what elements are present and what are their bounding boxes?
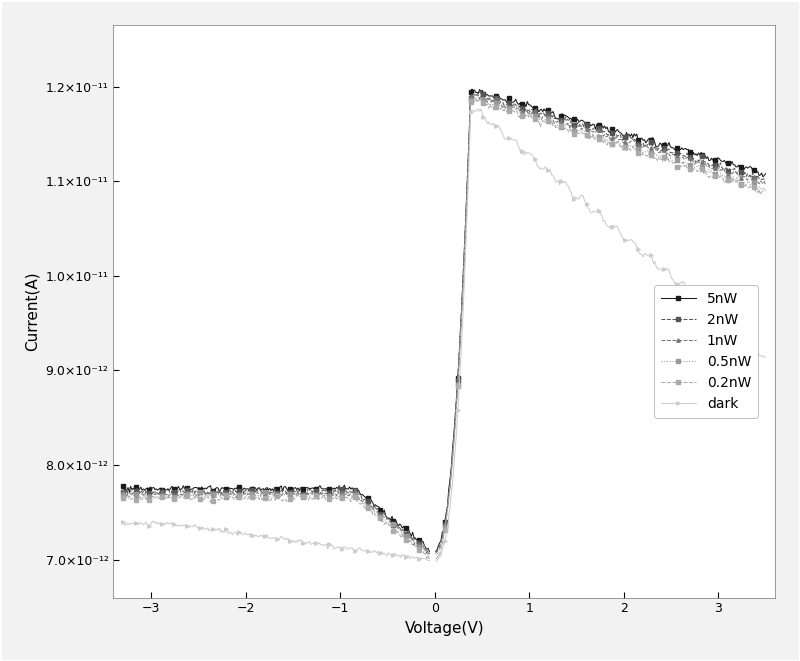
2nW — [423, 544, 433, 552]
1nW — [118, 487, 128, 495]
0.2nW — [502, 107, 511, 115]
Line: 2nW: 2nW — [121, 91, 767, 556]
0.5nW — [467, 97, 477, 105]
2nW — [646, 138, 656, 146]
Line: dark: dark — [121, 107, 767, 563]
Y-axis label: Current(A): Current(A) — [25, 272, 40, 351]
0.5nW — [746, 179, 756, 187]
dark — [502, 135, 511, 143]
0.2nW — [423, 551, 433, 559]
5nW — [118, 483, 128, 490]
Line: 1nW: 1nW — [121, 92, 767, 555]
2nW — [761, 173, 770, 181]
1nW — [746, 176, 756, 184]
0.5nW — [646, 149, 656, 157]
0.5nW — [761, 187, 770, 195]
5nW — [423, 545, 433, 553]
5nW — [746, 163, 756, 171]
dark — [467, 106, 477, 114]
dark — [423, 557, 433, 564]
0.2nW — [467, 96, 477, 104]
0.2nW — [118, 494, 128, 502]
2nW — [467, 91, 477, 99]
X-axis label: Voltage(V): Voltage(V) — [404, 621, 484, 636]
0.2nW — [646, 151, 656, 159]
5nW — [761, 170, 770, 178]
dark — [646, 251, 656, 259]
2nW — [118, 488, 128, 496]
1nW — [423, 549, 433, 557]
1nW — [646, 143, 656, 151]
Line: 0.2nW: 0.2nW — [121, 97, 767, 562]
2nW — [746, 173, 756, 180]
5nW — [646, 136, 656, 144]
1nW — [502, 100, 511, 108]
dark — [761, 353, 770, 361]
0.2nW — [761, 187, 770, 195]
dark — [746, 335, 756, 343]
0.5nW — [118, 491, 128, 499]
Legend: 5nW, 2nW, 1nW, 0.5nW, 0.2nW, dark: 5nW, 2nW, 1nW, 0.5nW, 0.2nW, dark — [654, 285, 758, 418]
5nW — [467, 85, 477, 93]
2nW — [502, 100, 511, 108]
dark — [118, 518, 128, 526]
0.2nW — [746, 181, 756, 189]
1nW — [761, 182, 770, 190]
Line: 0.5nW: 0.5nW — [121, 95, 767, 559]
1nW — [467, 93, 477, 101]
0.5nW — [423, 551, 433, 559]
0.5nW — [502, 104, 511, 112]
5nW — [502, 98, 511, 106]
Line: 5nW: 5nW — [121, 87, 767, 553]
